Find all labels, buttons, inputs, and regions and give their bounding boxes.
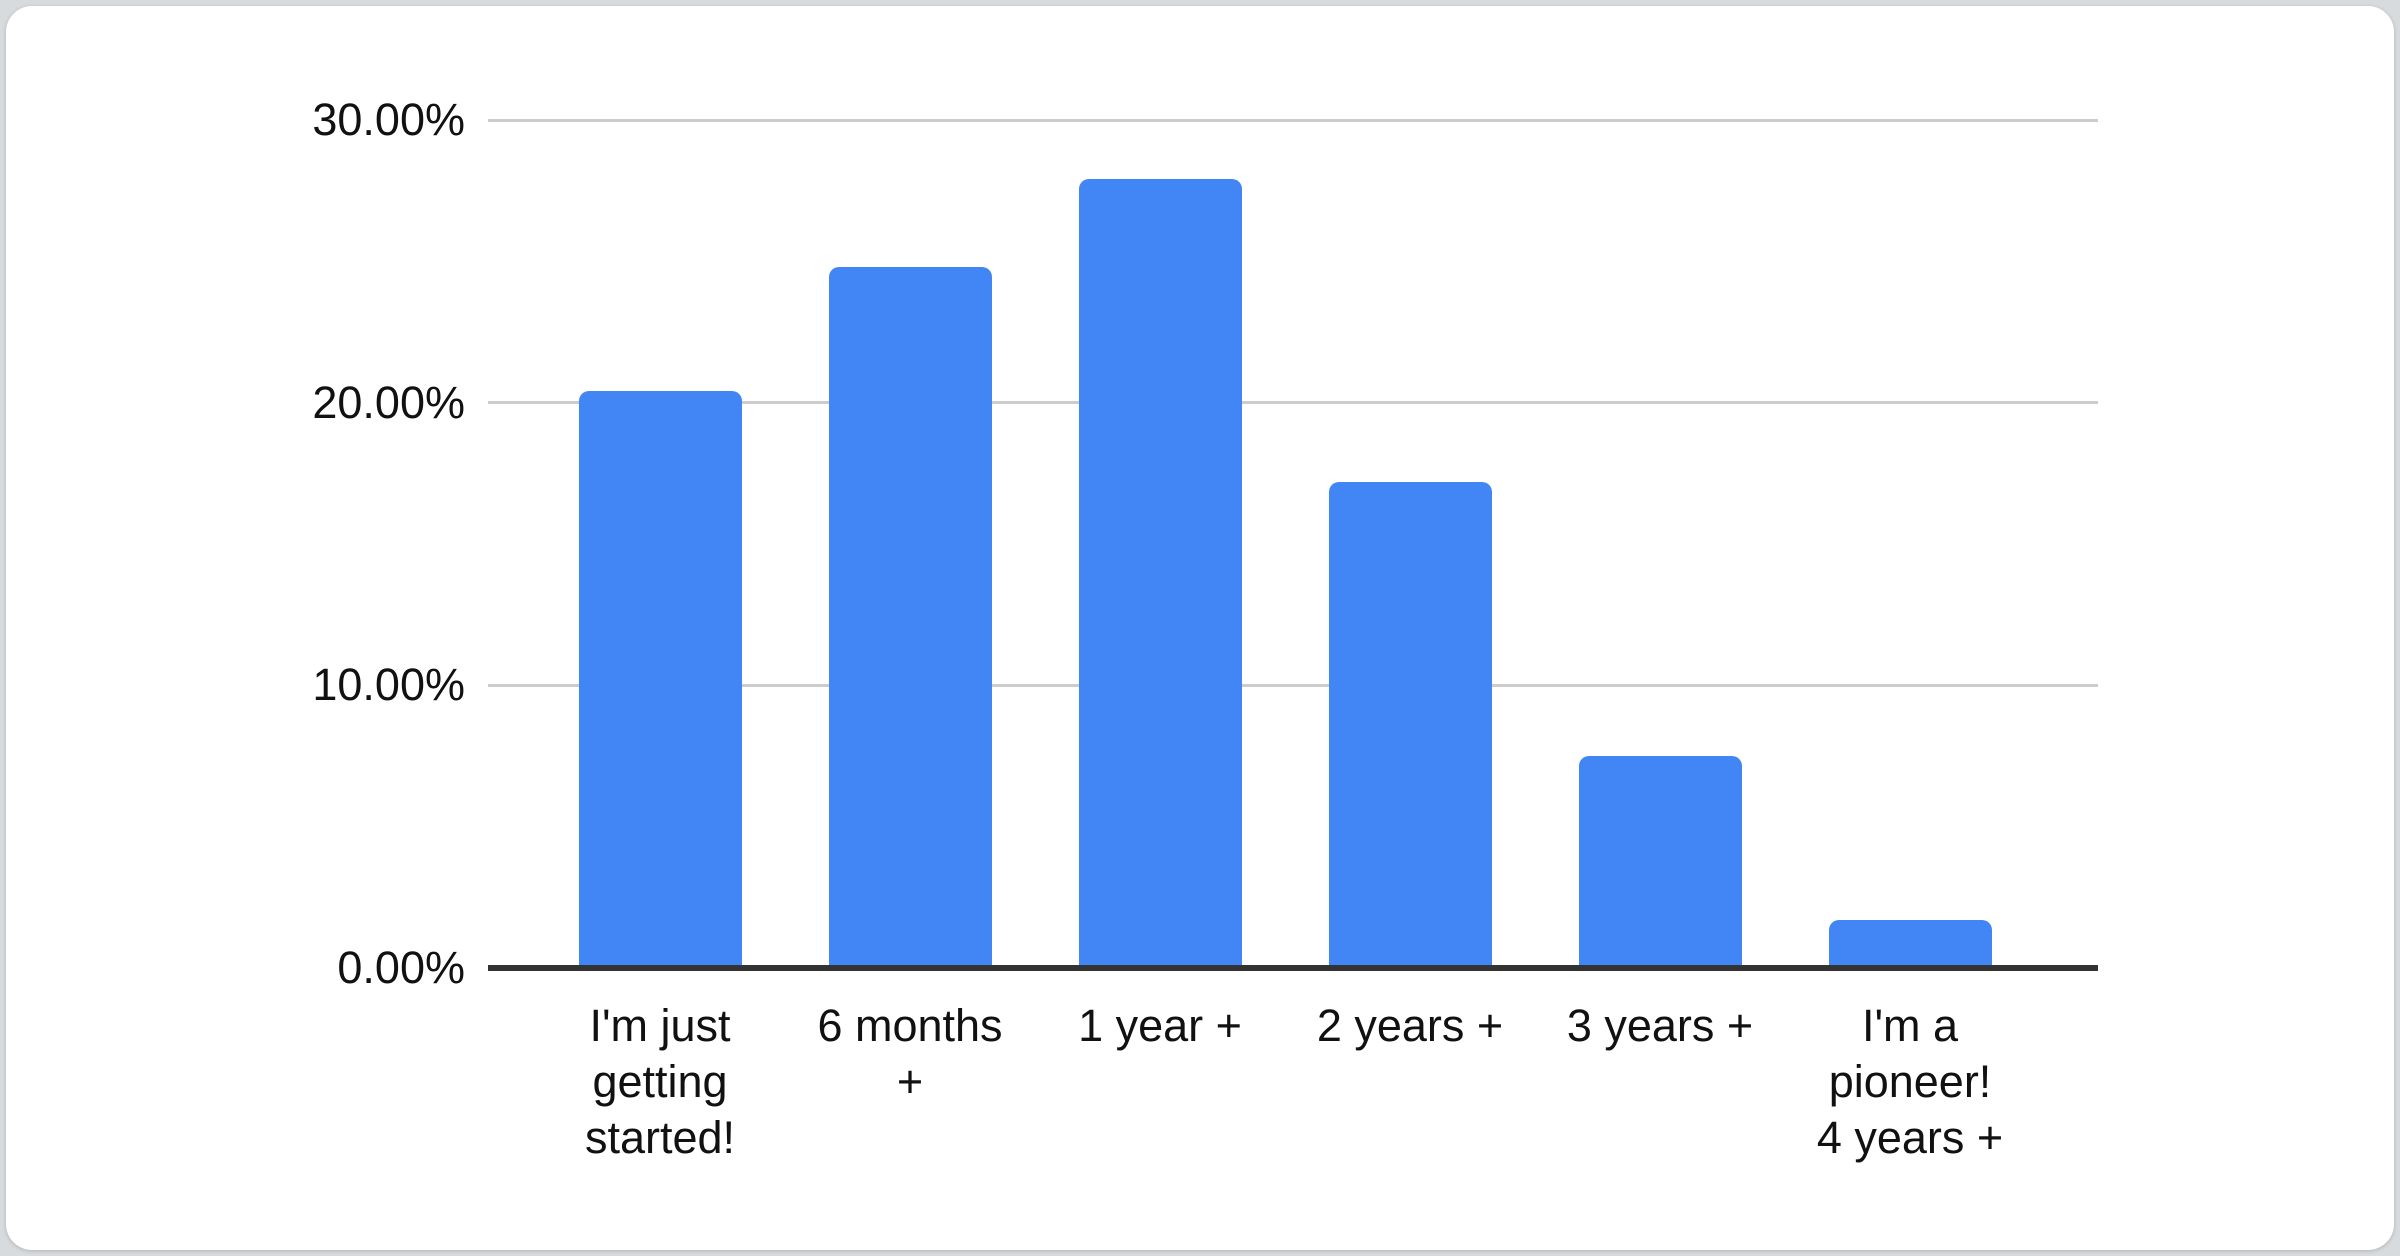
bar-series [535, 120, 2035, 968]
y-tick-label: 10.00% [312, 659, 465, 711]
x-axis-tick-labels: I'm just getting started! 6 months + 1 yea… [535, 998, 2035, 1166]
y-tick-label: 30.00% [312, 94, 465, 145]
x-tick-label-3-years: 3 years + [1566, 1000, 1754, 1051]
gridline-10.00% [488, 683, 2098, 687]
y-tick-label: 0.00% [337, 942, 465, 993]
y-tick-label: 20.00% [312, 376, 465, 428]
x-tick-label-i-m-a-pioneer-4-years: I'm a pioneer! 4 years + [1816, 1000, 2004, 1163]
bar-2-years[interactable] [1328, 482, 1492, 968]
bar-slot [1035, 120, 1285, 968]
bar-6-months[interactable] [828, 267, 992, 968]
y-axis-tick-labels: 30.00% 20.00% 10.00% 0.00% [200, 94, 465, 993]
x-tick-label-1-year: 1 year + [1078, 1000, 1242, 1051]
x-tick-label-i-m-just-getting-started: I'm just getting started! [584, 1000, 736, 1163]
bar-i-m-a-pioneer-4-years[interactable] [1828, 920, 1992, 968]
bar-1-year[interactable] [1078, 179, 1242, 968]
plot-area [488, 118, 2098, 971]
bar-slot [1285, 120, 1535, 968]
gridline-30.00% [488, 118, 2098, 122]
bar-i-m-just-getting-started[interactable] [578, 391, 742, 968]
x-tick-label-2-years: 2 years + [1316, 1000, 1504, 1051]
bar-slot [535, 120, 785, 968]
bar-slot [1785, 120, 2035, 968]
bar-slot [785, 120, 1035, 968]
chart-card: 30.00% 20.00% 10.00% 0.00% I'm just getting… [6, 6, 2394, 1250]
bar-slot [1535, 120, 1785, 968]
x-axis-line [488, 965, 2098, 971]
x-tick-label-6-months: 6 months + [817, 1000, 1003, 1107]
gridline-20.00% [488, 401, 2098, 405]
bar-3-years[interactable] [1578, 756, 1742, 968]
